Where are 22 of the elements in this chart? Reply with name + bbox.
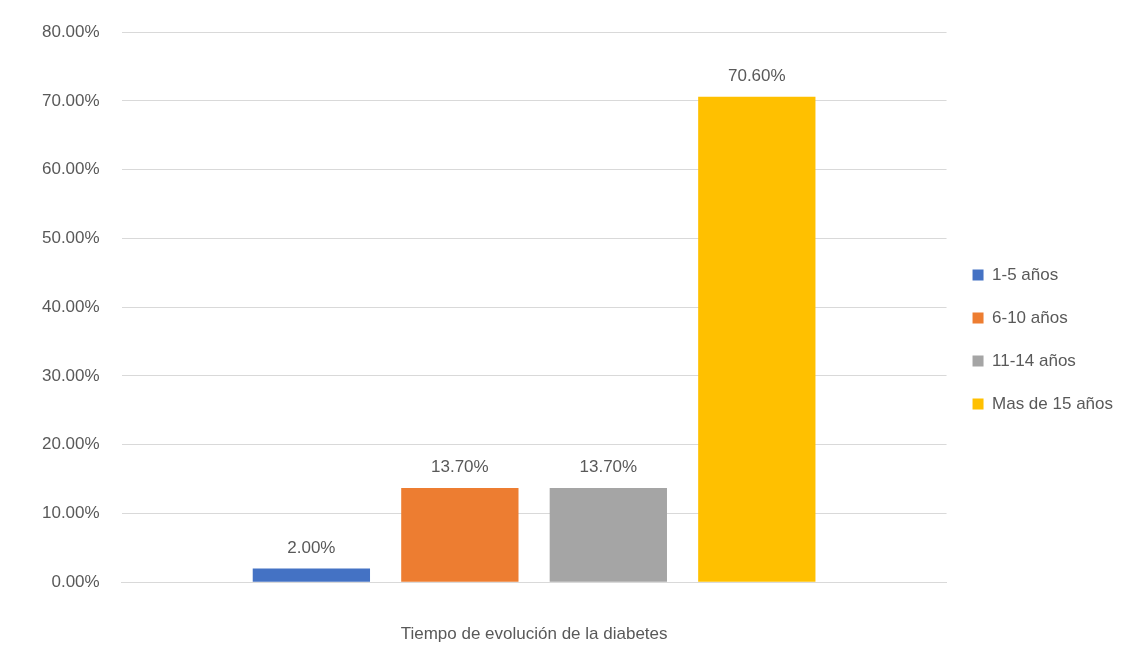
x-axis-title: Tiempo de evolución de la diabetes — [400, 624, 668, 644]
y-tick-label: 40.00% — [41, 296, 100, 316]
legend-label: 1-5 años — [992, 264, 1059, 284]
y-tick-label: 60.00% — [41, 159, 100, 179]
bar — [401, 488, 519, 582]
bar — [252, 568, 371, 582]
y-tick-label: 50.00% — [41, 228, 100, 248]
data-label: 2.00% — [287, 537, 336, 557]
legend-label: 6-10 años — [992, 307, 1068, 327]
y-tick-label: 30.00% — [41, 365, 100, 385]
bar — [549, 488, 667, 582]
y-tick-label: 70.00% — [41, 90, 100, 110]
data-label: 70.60% — [727, 66, 786, 86]
legend-label: 11-14 años — [992, 350, 1076, 370]
y-tick-label: 20.00% — [41, 434, 100, 454]
y-tick-label: 0.00% — [51, 571, 100, 591]
y-tick-label: 10.00% — [41, 503, 100, 523]
bar — [698, 96, 816, 582]
legend-label: Mas de 15 años — [992, 393, 1113, 413]
y-tick-label: 80.00% — [41, 21, 100, 41]
data-label: 13.70% — [579, 457, 638, 477]
data-label: 13.70% — [431, 457, 489, 477]
